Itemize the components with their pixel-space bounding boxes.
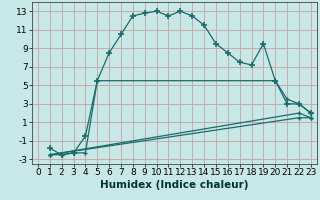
X-axis label: Humidex (Indice chaleur): Humidex (Indice chaleur) [100, 180, 249, 190]
